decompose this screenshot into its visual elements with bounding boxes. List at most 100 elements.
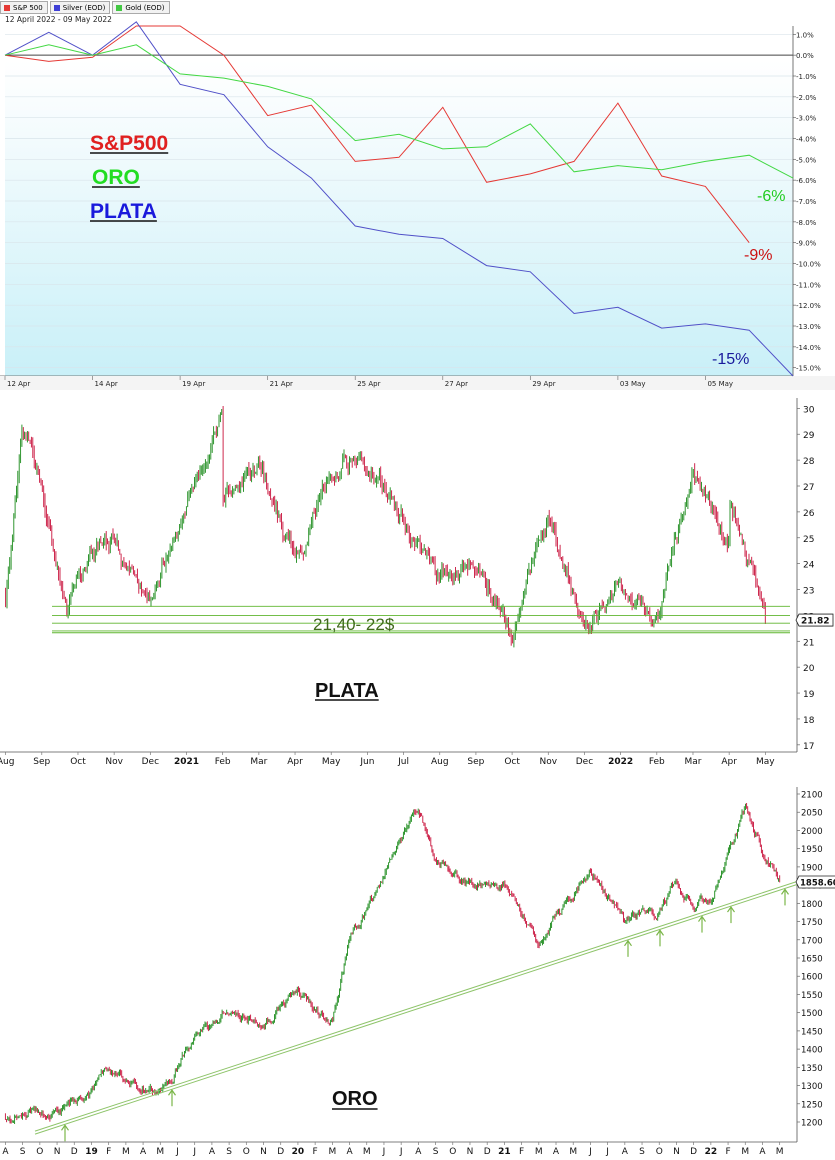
x-tick-label: J: [605, 1147, 609, 1157]
x-tick-label: Dec: [576, 757, 593, 767]
annotation-3: -6%: [757, 188, 785, 205]
plot-background: [5, 60, 793, 376]
annotation-1: ORO: [92, 166, 140, 189]
y-tick-label: 21: [803, 638, 814, 648]
y-tick-label: 27: [803, 483, 814, 493]
y-tick-label: 1400: [801, 1046, 823, 1056]
x-tick-label: 12 Apr: [7, 380, 30, 388]
legend-swatch: [4, 4, 10, 11]
x-tick-label: Aug: [0, 757, 14, 767]
x-tick-label: A: [759, 1147, 766, 1157]
annotation-5: -15%: [712, 351, 749, 368]
y-tick-label: -12.0%: [796, 302, 821, 310]
support-arrow-head: [727, 906, 735, 913]
y-tick-label: 23: [803, 587, 814, 597]
x-tick-label: Sep: [33, 757, 50, 767]
y-tick-label: 1350: [801, 1064, 823, 1074]
y-tick-label: -7.0%: [796, 198, 817, 206]
x-tick-label: M: [741, 1147, 749, 1157]
x-tick-label: 19: [85, 1147, 98, 1157]
y-tick-label: 1500: [801, 1009, 823, 1019]
x-tick-label: M: [776, 1147, 784, 1157]
x-tick-label: O: [243, 1147, 250, 1157]
x-tick-label: O: [449, 1147, 456, 1157]
last-price-tag: [795, 875, 835, 889]
y-tick-label: -5.0%: [796, 156, 817, 164]
y-tick-label: 1450: [801, 1027, 823, 1037]
x-axis-band: [0, 376, 835, 390]
x-tick-label: A: [346, 1147, 353, 1157]
legend-label: Gold (EOD): [125, 3, 165, 12]
silver-chart: 3029282726252423222120191817AugSepOctNov…: [0, 398, 834, 767]
support-arrow-head: [168, 1089, 176, 1096]
y-tick-label: 24: [803, 561, 815, 571]
y-tick-label: -14.0%: [796, 344, 821, 352]
x-tick-label: S: [226, 1147, 232, 1157]
x-tick-label: Mar: [250, 757, 267, 767]
y-tick-label: 1550: [801, 991, 823, 1001]
y-tick-label: -11.0%: [796, 281, 821, 289]
x-tick-label: J: [192, 1147, 196, 1157]
y-tick-label: -8.0%: [796, 219, 817, 227]
last-price-label: 21.82: [801, 617, 829, 627]
chart-title: PLATA: [315, 680, 379, 702]
last-price-tag: [795, 613, 834, 627]
support-arrow-head: [61, 1124, 69, 1131]
x-tick-label: 21: [498, 1147, 511, 1157]
y-tick-label: -2.0%: [796, 94, 817, 102]
y-tick-label: 25: [803, 535, 814, 545]
y-tick-label: 17: [803, 742, 814, 752]
x-tick-label: N: [673, 1147, 680, 1157]
candles: [5, 406, 766, 648]
x-tick-label: Apr: [287, 757, 303, 767]
y-tick-label: -15.0%: [796, 365, 821, 373]
legend-item-gold[interactable]: Gold (EOD): [112, 1, 170, 14]
y-tick-label: 2100: [801, 791, 823, 801]
y-tick-label: 26: [803, 509, 815, 519]
annotation-4: -9%: [744, 247, 772, 264]
x-tick-label: 05 May: [707, 380, 733, 388]
x-tick-label: Feb: [215, 757, 231, 767]
x-tick-label: 22: [705, 1147, 718, 1157]
y-tick-label: 1600: [801, 973, 823, 983]
x-tick-label: F: [106, 1147, 111, 1157]
y-tick-label: 1250: [801, 1100, 823, 1110]
x-tick-label: Nov: [105, 757, 123, 767]
x-tick-label: 21 Apr: [270, 380, 293, 388]
y-tick-label: 20: [803, 664, 815, 674]
x-tick-label: J: [175, 1147, 179, 1157]
x-tick-label: A: [622, 1147, 629, 1157]
y-tick-label: 2050: [801, 809, 823, 819]
x-tick-label: O: [36, 1147, 43, 1157]
x-tick-label: J: [382, 1147, 386, 1157]
x-tick-label: M: [328, 1147, 336, 1157]
last-price-label: 1858.60: [800, 878, 835, 888]
legend-item-sp500[interactable]: S&P 500: [0, 1, 48, 14]
legend-item-silver[interactable]: Silver (EOD): [49, 1, 111, 14]
y-tick-label: -3.0%: [796, 115, 817, 123]
x-tick-label: A: [415, 1147, 422, 1157]
x-tick-label: May: [756, 757, 775, 767]
y-tick-label: 1750: [801, 918, 823, 928]
series-line-2: [4, 44, 794, 179]
x-tick-label: Nov: [539, 757, 557, 767]
y-tick-label: 1800: [801, 900, 823, 910]
y-tick-label: -1.0%: [796, 73, 817, 81]
x-tick-label: Mar: [684, 757, 701, 767]
x-tick-label: F: [725, 1147, 730, 1157]
support-label: 21,40- 22$: [313, 615, 395, 634]
x-tick-label: F: [519, 1147, 524, 1157]
trendline: [34, 880, 798, 1132]
x-tick-label: 20: [292, 1147, 305, 1157]
x-tick-label: D: [484, 1147, 491, 1157]
x-tick-label: A: [553, 1147, 560, 1157]
x-tick-label: Oct: [70, 757, 86, 767]
x-tick-label: N: [260, 1147, 267, 1157]
x-tick-label: 14 Apr: [95, 380, 118, 388]
legend-label: S&P 500: [13, 3, 43, 12]
x-tick-label: S: [433, 1147, 439, 1157]
y-tick-label: -4.0%: [796, 136, 817, 144]
support-arrow-head: [656, 929, 664, 936]
x-tick-label: Jun: [359, 757, 374, 767]
x-tick-label: O: [656, 1147, 663, 1157]
